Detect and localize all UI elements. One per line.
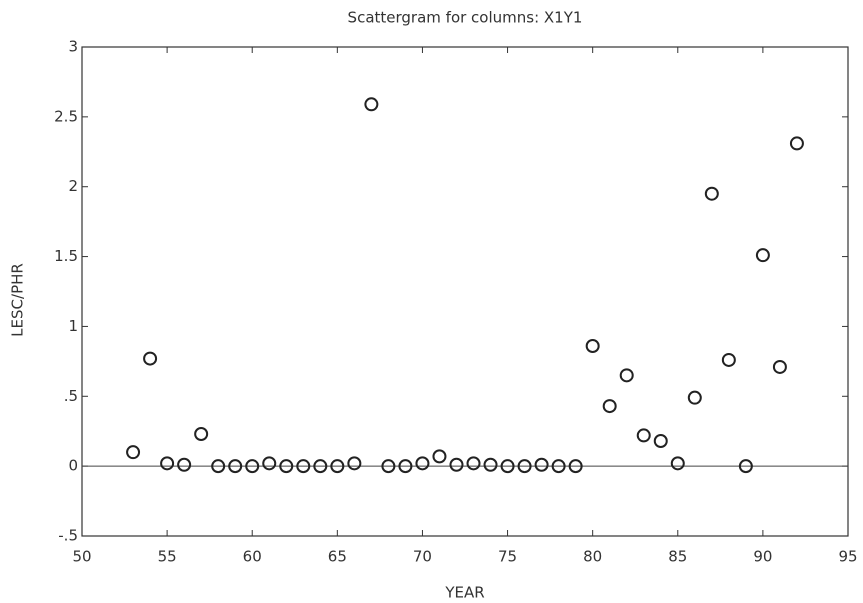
x-tick-label: 55 xyxy=(158,548,177,566)
point xyxy=(534,457,549,472)
x-tick-label: 80 xyxy=(583,548,602,566)
x-axis-label: YEAR xyxy=(444,584,484,602)
y-tick-label: .5 xyxy=(64,387,78,405)
point xyxy=(619,368,634,383)
point xyxy=(738,459,753,474)
point xyxy=(755,248,770,263)
x-tick-label: 60 xyxy=(243,548,262,566)
y-tick-label: 2 xyxy=(68,177,78,195)
point xyxy=(721,352,736,367)
y-tick-label: 3 xyxy=(68,38,78,56)
point xyxy=(347,456,362,471)
x-tick-label: 85 xyxy=(668,548,687,566)
point xyxy=(432,449,447,464)
point xyxy=(160,456,175,471)
y-tick-label: 1.5 xyxy=(54,247,78,265)
point xyxy=(500,459,515,474)
point xyxy=(194,427,209,442)
y-tick-label: 2.5 xyxy=(54,107,78,125)
point xyxy=(585,338,600,353)
point xyxy=(670,456,685,471)
point xyxy=(568,459,583,474)
x-tick-label: 95 xyxy=(838,548,857,566)
x-tick-label: 90 xyxy=(753,548,772,566)
point xyxy=(517,459,532,474)
point xyxy=(483,457,498,472)
point xyxy=(381,459,396,474)
plot-frame xyxy=(81,46,849,537)
point xyxy=(262,456,277,471)
y-tick-label: -.5 xyxy=(58,527,78,545)
point xyxy=(415,456,430,471)
point xyxy=(704,186,719,201)
point xyxy=(330,459,345,474)
x-tick-label: 75 xyxy=(498,548,517,566)
point xyxy=(211,459,226,474)
point xyxy=(398,459,413,474)
point xyxy=(636,428,651,443)
point xyxy=(296,459,311,474)
point xyxy=(602,399,617,414)
x-tick-label: 65 xyxy=(328,548,347,566)
point xyxy=(126,445,141,460)
point xyxy=(364,97,379,112)
point xyxy=(449,457,464,472)
point xyxy=(789,136,804,151)
x-tick-label: 50 xyxy=(72,548,91,566)
y-tick-label: 1 xyxy=(68,317,78,335)
point xyxy=(228,459,243,474)
chart-title: Scattergram for columns: X1Y1 xyxy=(348,9,583,27)
point xyxy=(653,433,668,448)
point xyxy=(245,459,260,474)
point xyxy=(313,459,328,474)
point xyxy=(551,459,566,474)
point xyxy=(143,351,158,366)
point xyxy=(772,359,787,374)
point xyxy=(279,459,294,474)
point xyxy=(687,390,702,405)
y-tick-label: 0 xyxy=(68,457,78,475)
y-axis-label: LESC/PHR xyxy=(9,263,27,337)
point xyxy=(177,457,192,472)
x-tick-label: 70 xyxy=(413,548,432,566)
point xyxy=(466,456,481,471)
